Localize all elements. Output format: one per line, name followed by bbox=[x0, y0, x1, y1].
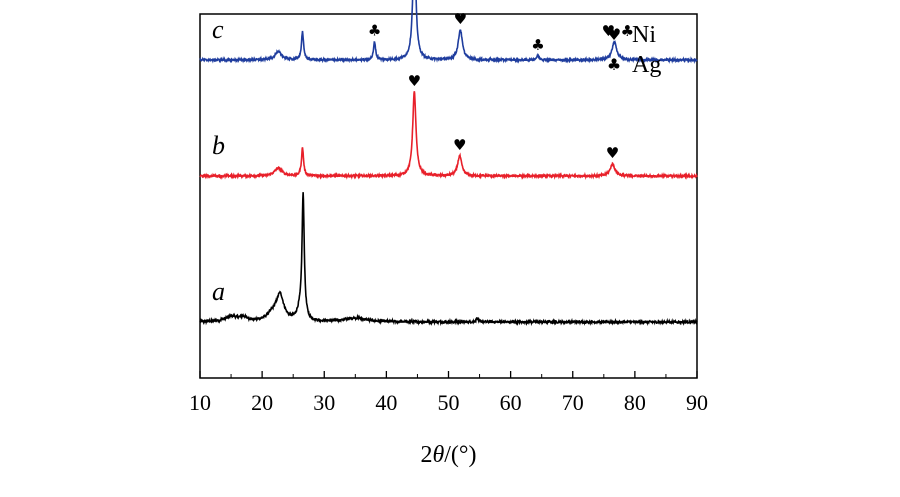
x-tick-label: 70 bbox=[562, 390, 584, 415]
series-line-c bbox=[199, 0, 698, 65]
series-line-b bbox=[199, 91, 698, 181]
legend-symbol: ♥ bbox=[607, 25, 621, 44]
x-axis-label: 2θ/(°) bbox=[420, 442, 476, 468]
ag-marker: ♣ bbox=[531, 36, 544, 54]
x-tick-label: 10 bbox=[189, 390, 211, 415]
x-tick-label: 60 bbox=[500, 390, 522, 415]
curve-label-a: a bbox=[212, 277, 225, 306]
peak-markers: ♥♥♥♣♥♣♥♣♥♣ bbox=[368, 10, 634, 162]
curve-labels: a b c bbox=[212, 15, 225, 306]
x-tick-label: 50 bbox=[438, 390, 460, 415]
curves bbox=[199, 0, 698, 327]
legend-symbol: ♣ bbox=[607, 55, 621, 74]
x-tick-label: 30 bbox=[313, 390, 335, 415]
x-axis-label-var: θ bbox=[432, 442, 444, 468]
x-axis-label-unit: /(°) bbox=[444, 442, 476, 468]
x-tick-label: 90 bbox=[686, 390, 708, 415]
legend-label: Ag bbox=[632, 52, 661, 78]
x-tick-label: 80 bbox=[624, 390, 646, 415]
ag-marker: ♣ bbox=[621, 22, 634, 40]
ni-marker: ♥ bbox=[454, 10, 467, 28]
series-line-a bbox=[199, 192, 698, 327]
x-tick-label: 20 bbox=[251, 390, 273, 415]
ni-marker: ♥ bbox=[453, 136, 466, 154]
curve-label-b: b bbox=[212, 131, 225, 160]
ag-marker: ♣ bbox=[368, 22, 381, 40]
ni-marker: ♥ bbox=[408, 72, 421, 90]
ni-marker: ♥ bbox=[602, 22, 615, 40]
x-ticks: 10 20 30 40 50 60 70 80 90 bbox=[189, 371, 708, 415]
curve-label-c: c bbox=[212, 15, 224, 44]
x-tick-label: 40 bbox=[375, 390, 397, 415]
legend-label: Ni bbox=[632, 22, 656, 48]
ni-marker: ♥ bbox=[606, 144, 619, 162]
x-axis-label-prefix: 2 bbox=[420, 442, 432, 468]
legend: ♥ Ni♣ Ag bbox=[607, 22, 662, 78]
